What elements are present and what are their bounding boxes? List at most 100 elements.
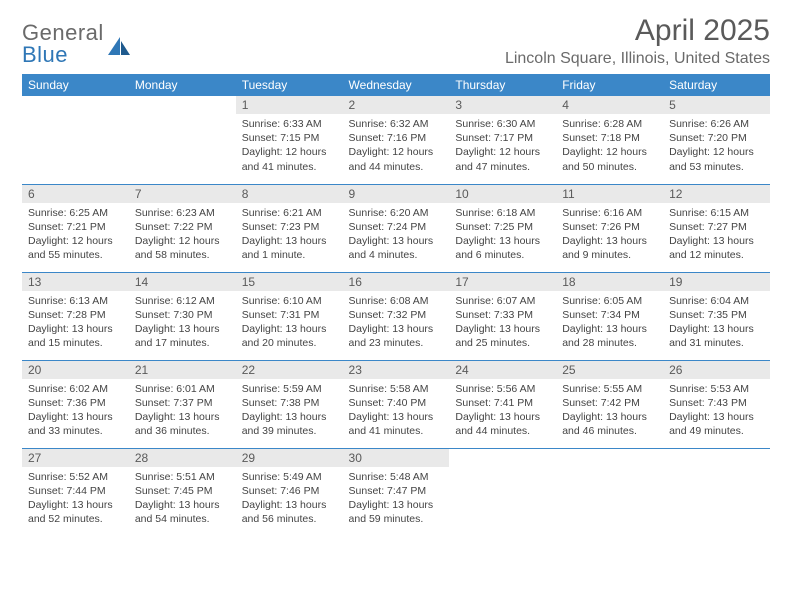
day-body: Sunrise: 5:48 AMSunset: 7:47 PMDaylight:… bbox=[343, 467, 450, 531]
calendar-table: Sunday Monday Tuesday Wednesday Thursday… bbox=[22, 74, 770, 536]
daylight-text: Daylight: 13 hours and 49 minutes. bbox=[669, 410, 764, 438]
calendar-cell: 20Sunrise: 6:02 AMSunset: 7:36 PMDayligh… bbox=[22, 360, 129, 448]
day-number: 1 bbox=[236, 96, 343, 114]
calendar-cell: 14Sunrise: 6:12 AMSunset: 7:30 PMDayligh… bbox=[129, 272, 236, 360]
day-body: Sunrise: 6:23 AMSunset: 7:22 PMDaylight:… bbox=[129, 203, 236, 267]
day-number: 2 bbox=[343, 96, 450, 114]
calendar-cell: 1Sunrise: 6:33 AMSunset: 7:15 PMDaylight… bbox=[236, 96, 343, 184]
day-body: Sunrise: 6:30 AMSunset: 7:17 PMDaylight:… bbox=[449, 114, 556, 178]
daylight-text: Daylight: 13 hours and 23 minutes. bbox=[349, 322, 444, 350]
calendar-cell: 3Sunrise: 6:30 AMSunset: 7:17 PMDaylight… bbox=[449, 96, 556, 184]
day-body: Sunrise: 6:28 AMSunset: 7:18 PMDaylight:… bbox=[556, 114, 663, 178]
sunrise-text: Sunrise: 5:49 AM bbox=[242, 470, 337, 484]
sunrise-text: Sunrise: 5:51 AM bbox=[135, 470, 230, 484]
col-sun: Sunday bbox=[22, 74, 129, 96]
day-body: Sunrise: 6:25 AMSunset: 7:21 PMDaylight:… bbox=[22, 203, 129, 267]
sunrise-text: Sunrise: 5:56 AM bbox=[455, 382, 550, 396]
calendar-row: 20Sunrise: 6:02 AMSunset: 7:36 PMDayligh… bbox=[22, 360, 770, 448]
sunrise-text: Sunrise: 5:48 AM bbox=[349, 470, 444, 484]
calendar-cell bbox=[663, 448, 770, 536]
daylight-text: Daylight: 13 hours and 9 minutes. bbox=[562, 234, 657, 262]
calendar-cell: 2Sunrise: 6:32 AMSunset: 7:16 PMDaylight… bbox=[343, 96, 450, 184]
location: Lincoln Square, Illinois, United States bbox=[505, 50, 770, 68]
logo: General Blue bbox=[22, 14, 132, 68]
daylight-text: Daylight: 13 hours and 56 minutes. bbox=[242, 498, 337, 526]
day-number: 28 bbox=[129, 449, 236, 467]
day-body: Sunrise: 6:01 AMSunset: 7:37 PMDaylight:… bbox=[129, 379, 236, 443]
daylight-text: Daylight: 13 hours and 4 minutes. bbox=[349, 234, 444, 262]
sunrise-text: Sunrise: 6:13 AM bbox=[28, 294, 123, 308]
daylight-text: Daylight: 13 hours and 46 minutes. bbox=[562, 410, 657, 438]
sunset-text: Sunset: 7:26 PM bbox=[562, 220, 657, 234]
sunset-text: Sunset: 7:23 PM bbox=[242, 220, 337, 234]
sunrise-text: Sunrise: 6:01 AM bbox=[135, 382, 230, 396]
day-number: 17 bbox=[449, 273, 556, 291]
header: General Blue April 2025 Lincoln Square, … bbox=[22, 14, 770, 68]
sunrise-text: Sunrise: 6:08 AM bbox=[349, 294, 444, 308]
daylight-text: Daylight: 12 hours and 58 minutes. bbox=[135, 234, 230, 262]
day-body: Sunrise: 5:49 AMSunset: 7:46 PMDaylight:… bbox=[236, 467, 343, 531]
day-body: Sunrise: 6:05 AMSunset: 7:34 PMDaylight:… bbox=[556, 291, 663, 355]
calendar-row: 1Sunrise: 6:33 AMSunset: 7:15 PMDaylight… bbox=[22, 96, 770, 184]
daylight-text: Daylight: 13 hours and 33 minutes. bbox=[28, 410, 123, 438]
day-body: Sunrise: 6:18 AMSunset: 7:25 PMDaylight:… bbox=[449, 203, 556, 267]
daylight-text: Daylight: 13 hours and 39 minutes. bbox=[242, 410, 337, 438]
day-number: 27 bbox=[22, 449, 129, 467]
day-number: 6 bbox=[22, 185, 129, 203]
sunset-text: Sunset: 7:37 PM bbox=[135, 396, 230, 410]
calendar-cell: 28Sunrise: 5:51 AMSunset: 7:45 PMDayligh… bbox=[129, 448, 236, 536]
calendar-cell: 26Sunrise: 5:53 AMSunset: 7:43 PMDayligh… bbox=[663, 360, 770, 448]
day-number: 3 bbox=[449, 96, 556, 114]
sunset-text: Sunset: 7:22 PM bbox=[135, 220, 230, 234]
day-number: 24 bbox=[449, 361, 556, 379]
sunrise-text: Sunrise: 6:10 AM bbox=[242, 294, 337, 308]
calendar-cell bbox=[556, 448, 663, 536]
sunrise-text: Sunrise: 6:30 AM bbox=[455, 117, 550, 131]
calendar-row: 27Sunrise: 5:52 AMSunset: 7:44 PMDayligh… bbox=[22, 448, 770, 536]
col-fri: Friday bbox=[556, 74, 663, 96]
daylight-text: Daylight: 13 hours and 15 minutes. bbox=[28, 322, 123, 350]
daylight-text: Daylight: 13 hours and 52 minutes. bbox=[28, 498, 123, 526]
calendar-cell: 24Sunrise: 5:56 AMSunset: 7:41 PMDayligh… bbox=[449, 360, 556, 448]
sunrise-text: Sunrise: 5:59 AM bbox=[242, 382, 337, 396]
day-body: Sunrise: 5:56 AMSunset: 7:41 PMDaylight:… bbox=[449, 379, 556, 443]
daylight-text: Daylight: 13 hours and 1 minute. bbox=[242, 234, 337, 262]
daylight-text: Daylight: 13 hours and 28 minutes. bbox=[562, 322, 657, 350]
calendar-cell: 18Sunrise: 6:05 AMSunset: 7:34 PMDayligh… bbox=[556, 272, 663, 360]
sunset-text: Sunset: 7:33 PM bbox=[455, 308, 550, 322]
calendar-row: 6Sunrise: 6:25 AMSunset: 7:21 PMDaylight… bbox=[22, 184, 770, 272]
day-number: 21 bbox=[129, 361, 236, 379]
sunrise-text: Sunrise: 6:07 AM bbox=[455, 294, 550, 308]
col-mon: Monday bbox=[129, 74, 236, 96]
day-number: 9 bbox=[343, 185, 450, 203]
calendar-cell: 21Sunrise: 6:01 AMSunset: 7:37 PMDayligh… bbox=[129, 360, 236, 448]
sunrise-text: Sunrise: 6:23 AM bbox=[135, 206, 230, 220]
sunset-text: Sunset: 7:20 PM bbox=[669, 131, 764, 145]
day-body: Sunrise: 6:20 AMSunset: 7:24 PMDaylight:… bbox=[343, 203, 450, 267]
sunset-text: Sunset: 7:32 PM bbox=[349, 308, 444, 322]
sunset-text: Sunset: 7:38 PM bbox=[242, 396, 337, 410]
day-body: Sunrise: 6:02 AMSunset: 7:36 PMDaylight:… bbox=[22, 379, 129, 443]
sunset-text: Sunset: 7:45 PM bbox=[135, 484, 230, 498]
daylight-text: Daylight: 12 hours and 41 minutes. bbox=[242, 145, 337, 173]
day-body: Sunrise: 6:15 AMSunset: 7:27 PMDaylight:… bbox=[663, 203, 770, 267]
day-body: Sunrise: 6:21 AMSunset: 7:23 PMDaylight:… bbox=[236, 203, 343, 267]
sunrise-text: Sunrise: 6:15 AM bbox=[669, 206, 764, 220]
sunrise-text: Sunrise: 5:58 AM bbox=[349, 382, 444, 396]
sunset-text: Sunset: 7:34 PM bbox=[562, 308, 657, 322]
day-number: 20 bbox=[22, 361, 129, 379]
day-body: Sunrise: 5:58 AMSunset: 7:40 PMDaylight:… bbox=[343, 379, 450, 443]
daylight-text: Daylight: 13 hours and 59 minutes. bbox=[349, 498, 444, 526]
calendar-cell: 9Sunrise: 6:20 AMSunset: 7:24 PMDaylight… bbox=[343, 184, 450, 272]
calendar-cell: 13Sunrise: 6:13 AMSunset: 7:28 PMDayligh… bbox=[22, 272, 129, 360]
calendar-cell: 5Sunrise: 6:26 AMSunset: 7:20 PMDaylight… bbox=[663, 96, 770, 184]
calendar-cell: 6Sunrise: 6:25 AMSunset: 7:21 PMDaylight… bbox=[22, 184, 129, 272]
day-body: Sunrise: 5:59 AMSunset: 7:38 PMDaylight:… bbox=[236, 379, 343, 443]
sunrise-text: Sunrise: 5:52 AM bbox=[28, 470, 123, 484]
day-number: 23 bbox=[343, 361, 450, 379]
day-number: 8 bbox=[236, 185, 343, 203]
sunset-text: Sunset: 7:15 PM bbox=[242, 131, 337, 145]
day-number: 22 bbox=[236, 361, 343, 379]
day-body: Sunrise: 6:16 AMSunset: 7:26 PMDaylight:… bbox=[556, 203, 663, 267]
sunrise-text: Sunrise: 6:04 AM bbox=[669, 294, 764, 308]
